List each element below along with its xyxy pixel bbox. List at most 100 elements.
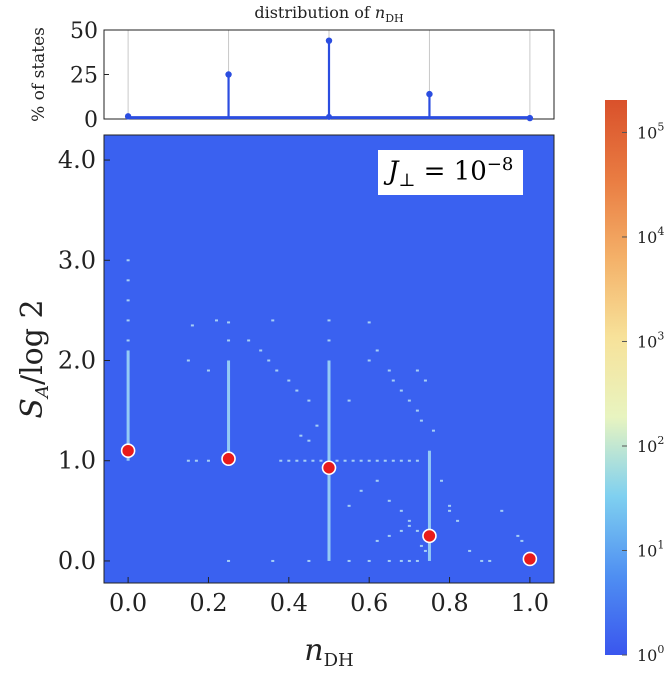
heatmap-cell <box>311 459 315 462</box>
heatmap-cell <box>307 399 311 402</box>
heatmap-cell <box>415 369 419 372</box>
mean-point <box>321 460 337 476</box>
xtick-label: 0.4 <box>270 589 308 617</box>
heatmap-cell <box>343 459 347 462</box>
heatmap-cell <box>399 509 403 512</box>
colorbar-tick-label: 104 <box>637 225 664 247</box>
ytick-label: 2.0 <box>58 347 96 375</box>
heatmap-cell <box>456 519 460 522</box>
heatmap-cell <box>468 549 472 552</box>
top-marker <box>124 113 132 120</box>
top-ytick-label: 25 <box>70 64 98 89</box>
heatmap-cell <box>367 559 371 562</box>
colorbar-tick-label: 103 <box>637 329 664 351</box>
ylabel-rest: /log 2 <box>15 299 50 385</box>
heatmap-cell <box>271 319 275 322</box>
mean-point <box>120 443 136 459</box>
colorbar-tick-base: 10 <box>637 123 657 142</box>
top-ytick-label: 50 <box>70 19 98 44</box>
heatmap-cell <box>415 409 419 412</box>
heatmap-cell <box>359 489 363 492</box>
heatmap-cell <box>351 459 355 462</box>
top-marker <box>526 114 534 122</box>
heatmap-cell <box>367 321 371 324</box>
heatmap-cell <box>415 529 419 532</box>
heatmap-cell <box>387 499 391 502</box>
heatmap-cell <box>271 559 275 562</box>
heatmap-cell <box>307 559 311 562</box>
xtick-label: 0.0 <box>109 589 147 617</box>
heatmap-cell <box>488 559 492 562</box>
ylabel-sub: A <box>32 385 53 400</box>
heatmap-cell <box>387 534 391 537</box>
heatmap-cell <box>287 379 291 382</box>
heatmap-cell <box>206 459 210 462</box>
heatmap-cell <box>299 434 303 437</box>
top-ylabel: % of states <box>29 27 49 122</box>
heatmap-cell <box>259 349 263 352</box>
heatmap-cell <box>375 479 379 482</box>
legend-rhs-sup: −8 <box>486 154 514 175</box>
heatmap-cell <box>186 459 190 462</box>
xtick-label: 0.6 <box>350 589 388 617</box>
heatmap-cell <box>399 459 403 462</box>
heatmap-cell <box>227 321 231 324</box>
colorbar-tick-exp: 0 <box>657 643 664 656</box>
heatmap-cell <box>295 389 299 392</box>
legend-lhs: J <box>388 156 399 187</box>
heatmap-cell <box>335 459 339 462</box>
heatmap-cell <box>391 459 395 462</box>
heatmap-cell <box>407 524 411 527</box>
heatmap-cell <box>206 369 210 372</box>
heatmap-cell <box>126 299 130 302</box>
heatmap-cell <box>327 339 331 342</box>
colorbar-tick-exp: 5 <box>657 120 664 133</box>
heatmap-cell <box>516 534 520 537</box>
heatmap-cell <box>419 544 423 547</box>
heatmap-cell <box>287 459 291 462</box>
heatmap-cell <box>347 504 351 507</box>
heatmap-cell <box>448 504 452 507</box>
ytick-label: 1.0 <box>58 447 96 475</box>
legend-box: J⊥ = 10−8 <box>378 150 524 195</box>
colorbar <box>605 100 627 655</box>
heatmap-cell <box>303 459 307 462</box>
colorbar-tick-exp: 2 <box>657 434 664 447</box>
ylabel-var: S <box>15 398 50 419</box>
heatmap-cell <box>391 379 395 382</box>
heatmap-cell <box>407 399 411 402</box>
colorbar-tick-base: 10 <box>637 332 657 351</box>
heatmap-cell <box>319 459 323 462</box>
heatmap-cell <box>375 539 379 542</box>
colorbar-tick-label: 105 <box>637 120 664 142</box>
heatmap-cell <box>267 359 271 362</box>
xtick-label: 1.0 <box>511 589 549 617</box>
heatmap-cell <box>500 509 504 512</box>
xtick-label: 0.2 <box>189 589 227 617</box>
heatmap-cell <box>375 459 379 462</box>
heatmap-cell <box>407 459 411 462</box>
xlabel-var: n <box>304 633 323 668</box>
x-axis-label: nDH <box>304 633 353 671</box>
y-axis-label: SA/log 2 <box>15 299 53 418</box>
ytick-label: 3.0 <box>58 246 96 274</box>
heatmap-cell <box>126 319 130 322</box>
top-marker <box>325 37 333 44</box>
heatmap-cell <box>423 379 427 382</box>
heatmap-streak <box>126 350 130 461</box>
top-marker <box>225 71 232 78</box>
xtick-label: 0.8 <box>430 589 468 617</box>
top-ytick-label: 0 <box>84 108 98 133</box>
colorbar-tick-exp: 3 <box>657 329 664 342</box>
heatmap-frame <box>103 134 555 584</box>
legend-lhs-sub: ⊥ <box>398 169 416 191</box>
heatmap-cell <box>367 459 371 462</box>
colorbar-tick-label: 102 <box>637 434 664 456</box>
heatmap-cell <box>407 519 411 522</box>
heatmap-cell <box>520 539 524 542</box>
heatmap-cell <box>399 529 403 532</box>
colorbar-tick-base: 10 <box>637 437 657 456</box>
colorbar-tick-exp: 4 <box>657 225 664 238</box>
xlabel-sub: DH <box>324 650 354 671</box>
